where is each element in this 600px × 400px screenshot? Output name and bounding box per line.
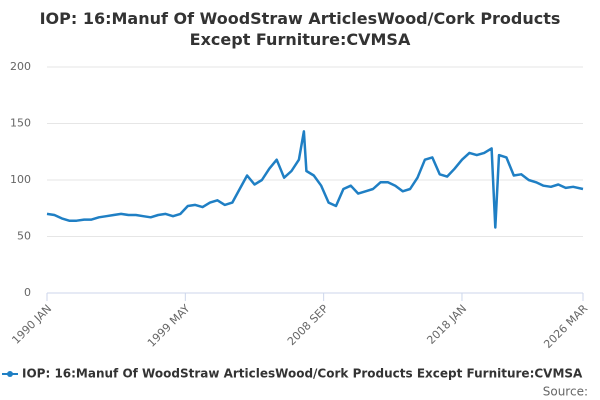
y-tick-label: 50 (17, 230, 31, 243)
y-tick-label: 150 (10, 117, 31, 130)
y-tick-label: 0 (24, 286, 31, 299)
series-line (46, 130, 584, 229)
y-tick-label: 100 (10, 173, 31, 186)
legend-label: IOP: 16:Manuf Of WoodStraw ArticlesWood/… (22, 367, 583, 381)
legend-marker (7, 371, 13, 377)
source: Source: (543, 385, 588, 399)
y-tick-label: 200 (10, 60, 31, 73)
chart-title: IOP: 16:Manuf Of WoodStraw ArticlesWood/… (39, 9, 561, 49)
x-tick-label: 2026 MAR (541, 302, 590, 351)
x-tick-label: 1999 MAY (145, 302, 193, 350)
x-tick-label: 2018 JAN (424, 302, 469, 347)
x-tick-label: 2008 SEP (285, 302, 331, 348)
x-tick-label: 1990 JAN (9, 302, 54, 347)
